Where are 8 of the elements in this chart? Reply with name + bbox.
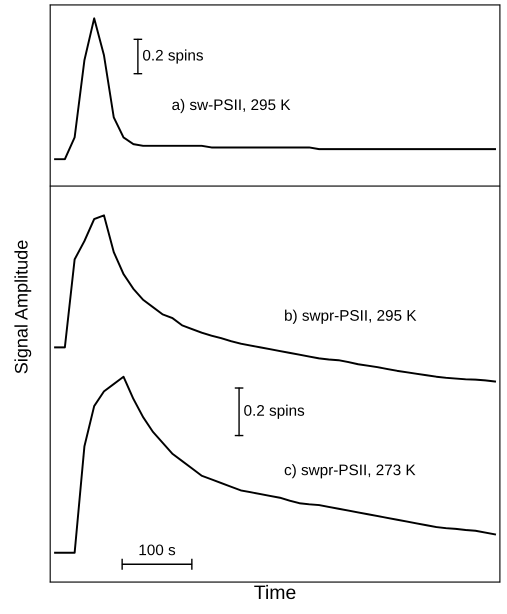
series-label: c) swpr-PSII, 273 K: [284, 464, 416, 478]
annotation: 0.2 spins: [244, 404, 304, 419]
annotation: 100 s: [139, 544, 176, 556]
annotation: 0.2 spins: [142, 49, 203, 64]
y-axis-title: Signal Amplitude: [14, 240, 32, 374]
x-axis-title: Time: [254, 584, 296, 600]
text: a) sw-PSII, 295 K: [172, 98, 290, 114]
series-label: b) swpr-PSII, 295 K: [285, 310, 416, 324]
